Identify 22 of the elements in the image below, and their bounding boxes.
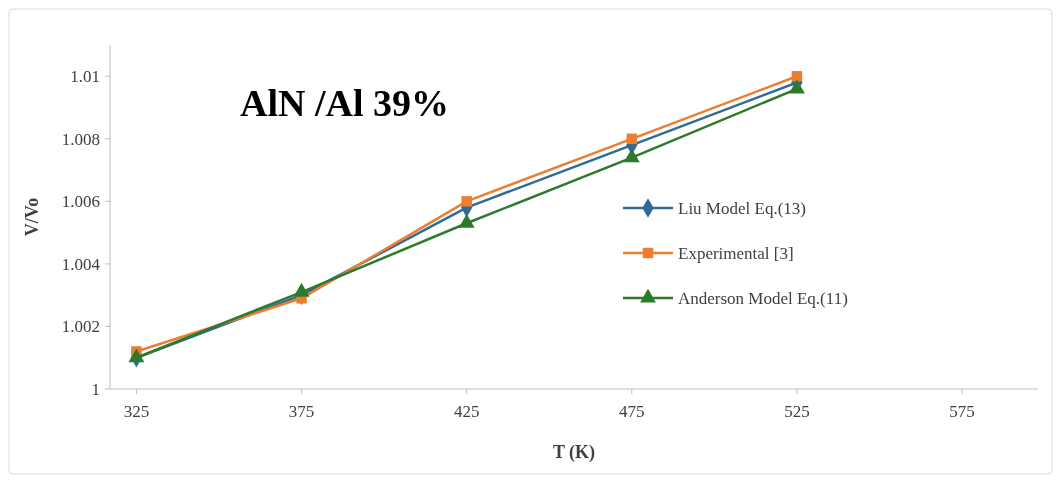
legend-label: Anderson Model Eq.(11) [678,288,848,308]
point [626,133,638,145]
x-axis-title: T (K) [552,442,596,463]
x-tick-label: 475 [619,402,645,421]
legend-label: Liu Model Eq.(13) [678,198,806,218]
x-tick-label: 575 [949,402,975,421]
point [791,71,803,82]
x-tick-label: 325 [123,402,150,421]
y-tick-label: 1.01 [70,67,100,87]
y-tick-label: 1 [91,379,100,399]
legend-label: Experimental [3] [678,243,794,263]
text: AlN /Al 39% [240,82,449,124]
y-tick-label: 1.006 [61,192,100,212]
y-tick-label: 1.004 [61,254,101,274]
x-tick-label: 525 [784,402,810,421]
point [128,348,145,363]
y-axis-title: V/Vo [22,197,42,237]
y-tick-label: 1.008 [61,129,100,149]
point [461,196,472,207]
x-tick-label: 375 [288,402,315,421]
x-tick-label: 425 [453,402,480,421]
y-tick-label: 1.002 [61,317,100,337]
